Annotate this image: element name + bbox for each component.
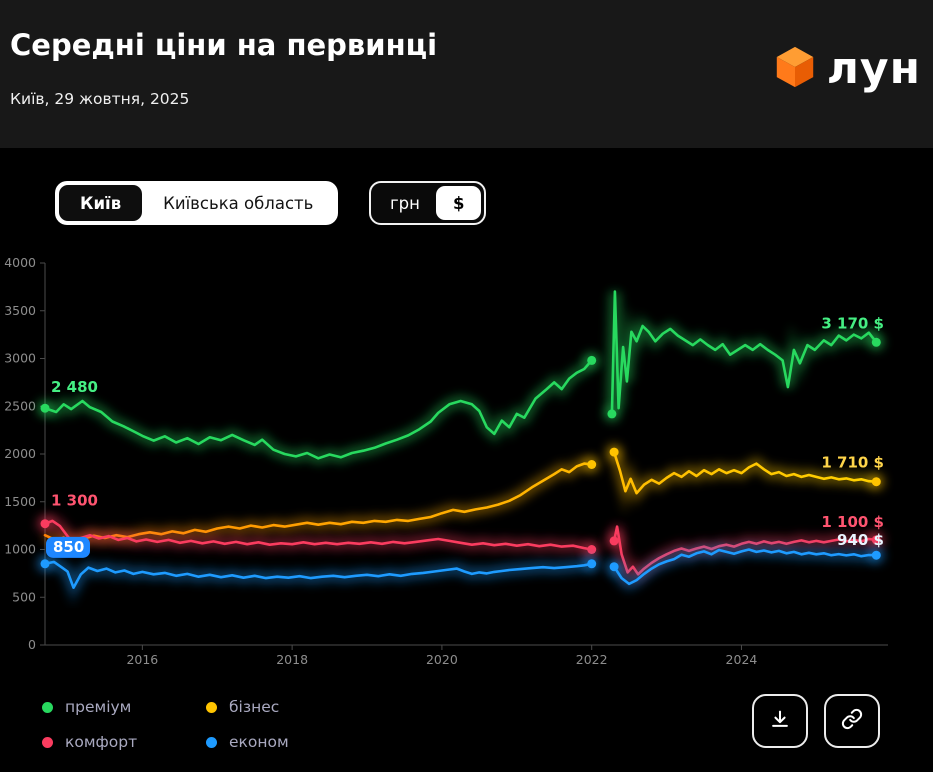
svg-text:3 170 $: 3 170 $ bbox=[821, 314, 884, 332]
svg-text:2016: 2016 bbox=[126, 652, 158, 667]
legend-item-econom[interactable]: економ bbox=[206, 731, 289, 753]
lun-logo: лун bbox=[772, 44, 921, 94]
svg-text:500: 500 bbox=[12, 589, 36, 604]
legend-label: бізнес bbox=[229, 698, 280, 716]
legend-item-comfort[interactable]: комфорт bbox=[42, 731, 206, 753]
page-subtitle: Київ, 29 жовтня, 2025 bbox=[10, 90, 190, 108]
currency-option-usd[interactable]: $ bbox=[435, 186, 482, 220]
svg-text:2018: 2018 bbox=[276, 652, 308, 667]
download-icon bbox=[769, 708, 791, 734]
region-toggle: Київ Київська область bbox=[55, 181, 339, 225]
svg-text:850: 850 bbox=[53, 538, 84, 556]
link-icon bbox=[841, 708, 863, 734]
svg-text:3000: 3000 bbox=[4, 351, 36, 366]
lun-logo-text: лун bbox=[826, 43, 921, 94]
region-option-oblast[interactable]: Київська область bbox=[163, 193, 314, 213]
legend-label: економ bbox=[229, 733, 289, 751]
legend-item-premium[interactable]: преміум bbox=[42, 696, 206, 718]
page-title: Середні ціни на первинці bbox=[10, 28, 438, 62]
svg-text:3500: 3500 bbox=[4, 303, 36, 318]
svg-text:2500: 2500 bbox=[4, 398, 36, 413]
region-option-kyiv[interactable]: Київ bbox=[59, 185, 143, 221]
svg-text:1 300: 1 300 bbox=[51, 492, 98, 510]
svg-text:0: 0 bbox=[28, 637, 36, 652]
currency-toggle: грн $ bbox=[369, 181, 487, 225]
svg-text:2 480: 2 480 bbox=[51, 378, 98, 396]
svg-text:1 100 $: 1 100 $ bbox=[821, 513, 884, 531]
legend-dot bbox=[42, 736, 53, 748]
copy-link-button[interactable] bbox=[824, 694, 880, 748]
price-chart: 0 500 1000 1500 2000 2500 3000 3500 4000 2016 2018… bbox=[4, 255, 888, 667]
svg-text:2000: 2000 bbox=[4, 446, 36, 461]
svg-text:2024: 2024 bbox=[726, 652, 758, 667]
svg-text:4000: 4000 bbox=[4, 255, 36, 270]
legend-dot bbox=[206, 736, 217, 748]
lun-cube-icon bbox=[772, 44, 818, 94]
currency-option-uah[interactable]: грн bbox=[390, 193, 420, 213]
header-bar: Середні ціни на первинці Київ, 29 жовтня… bbox=[0, 0, 933, 148]
chart-legend: преміум бізнес комфорт економ bbox=[42, 696, 289, 753]
legend-item-business[interactable]: бізнес bbox=[206, 696, 289, 718]
svg-text:1000: 1000 bbox=[4, 542, 36, 557]
svg-text:1500: 1500 bbox=[4, 494, 36, 509]
legend-label: преміум bbox=[65, 698, 132, 716]
svg-text:940 $: 940 $ bbox=[837, 531, 884, 549]
download-button[interactable] bbox=[752, 694, 808, 748]
svg-text:2020: 2020 bbox=[426, 652, 458, 667]
legend-dot bbox=[42, 701, 53, 713]
legend-dot bbox=[206, 701, 217, 713]
legend-label: комфорт bbox=[65, 733, 138, 751]
svg-text:2022: 2022 bbox=[576, 652, 608, 667]
svg-text:1 710 $: 1 710 $ bbox=[821, 454, 884, 472]
